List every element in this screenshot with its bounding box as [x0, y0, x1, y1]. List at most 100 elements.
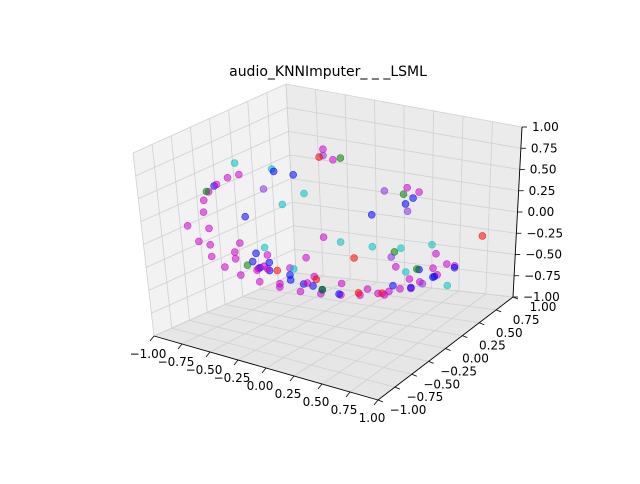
x-tick-label: −0.75 — [158, 355, 195, 369]
data-point-cyan — [289, 265, 298, 273]
data-point-magenta — [231, 248, 239, 256]
y-tick-mark — [445, 348, 451, 351]
x-tick-label: −0.25 — [214, 371, 251, 385]
y-tick-label: −0.25 — [440, 364, 477, 378]
data-point-purple — [259, 185, 268, 193]
x-tick-mark — [177, 343, 183, 350]
data-point-magenta — [405, 275, 414, 283]
data-point-cyan — [443, 281, 452, 290]
data-point-blue — [429, 273, 437, 282]
chart-title: audio_KNNImputer_ _ _LSML — [229, 64, 427, 80]
data-point-cyan — [397, 244, 405, 252]
data-point-magenta — [231, 254, 240, 263]
z-tick-label: 0.00 — [528, 205, 555, 219]
data-point-magenta — [183, 222, 192, 230]
data-point-blue — [248, 257, 257, 266]
data-point-cyan — [368, 242, 377, 251]
data-point-magenta — [319, 233, 328, 241]
grid-line-z — [138, 130, 520, 200]
data-point-blue — [389, 281, 397, 290]
data-point-cyan — [260, 243, 269, 252]
z-tick-label: 1.00 — [532, 120, 559, 134]
grid-line-z — [143, 178, 518, 245]
data-point-magenta — [296, 287, 305, 296]
z-tick-label: 0.75 — [531, 141, 558, 155]
data-point-purple — [380, 187, 389, 195]
data-point-magenta — [403, 183, 412, 192]
data-point-magenta — [329, 156, 337, 164]
x-tick-label: 0.00 — [247, 379, 274, 393]
y-tick-mark — [411, 373, 417, 377]
data-point-green — [202, 187, 211, 196]
data-point-blue — [286, 276, 295, 284]
z-tick-label: −1.00 — [523, 290, 560, 304]
data-point-magenta — [432, 249, 440, 258]
data-point-cyan — [401, 268, 410, 276]
z-tick-label: −0.50 — [525, 248, 562, 262]
grid-line-z — [148, 225, 516, 291]
data-point-magenta — [363, 285, 372, 293]
y-tick-mark — [394, 386, 401, 390]
data-point-cyan — [230, 159, 239, 167]
y-tick-label: −0.50 — [423, 377, 460, 391]
grid-line-z — [153, 272, 514, 337]
data-point-magenta — [253, 266, 261, 275]
data-point-red — [312, 275, 321, 284]
data-point-cyan — [336, 238, 345, 246]
data-point-green — [412, 265, 421, 273]
data-point-purple — [403, 207, 412, 216]
data-point-magenta — [255, 277, 264, 286]
data-point-blue — [409, 194, 417, 202]
data-point-magenta — [205, 224, 213, 233]
y-tick-mark — [428, 361, 434, 364]
data-point-red — [478, 232, 487, 240]
data-point-purple — [387, 253, 396, 261]
data-point-cyan — [428, 240, 436, 249]
data-point-red — [354, 289, 363, 297]
data-point-green — [318, 285, 327, 294]
data-point-magenta — [199, 196, 208, 205]
data-point-blue — [407, 283, 415, 292]
data-point-magenta — [199, 208, 208, 216]
data-point-magenta — [442, 260, 451, 268]
x-tick-mark — [317, 383, 323, 390]
data-point-blue — [450, 263, 459, 272]
y-tick-label: 0.25 — [479, 339, 506, 353]
grid-line-z — [135, 107, 521, 177]
data-point-magenta — [429, 264, 437, 273]
data-point-blue — [265, 258, 274, 267]
data-point-blue — [335, 290, 343, 298]
data-point-red — [273, 266, 282, 275]
y-tick-label: −0.75 — [406, 390, 443, 404]
data-point-magenta — [195, 237, 203, 246]
x-tick-label: −0.50 — [186, 363, 223, 377]
x-tick-label: 1.00 — [359, 411, 386, 425]
data-point-magenta — [206, 241, 214, 249]
y-tick-label: 0.75 — [513, 313, 540, 327]
x-tick-mark — [373, 399, 379, 406]
grid-line-z — [151, 248, 515, 314]
x-tick-mark — [289, 375, 295, 382]
data-point-cyan — [278, 200, 287, 209]
data-point-magenta — [263, 251, 272, 259]
x-tick-mark — [205, 351, 211, 358]
data-point-magenta — [391, 262, 400, 271]
data-point-magenta — [207, 252, 216, 261]
x-tick-label: 0.50 — [303, 395, 330, 409]
grid-line-z — [140, 154, 519, 222]
y-tick-label: 1.00 — [530, 300, 557, 314]
z-tick-label: −0.25 — [526, 226, 563, 240]
y-tick-label: −1.00 — [390, 403, 427, 417]
data-point-red — [350, 254, 358, 262]
x-tick-mark — [345, 391, 351, 398]
data-point-blue — [401, 200, 410, 208]
data-point-magenta — [223, 174, 232, 182]
y-tick-label: 0.50 — [496, 326, 523, 340]
y-tick-mark — [462, 335, 468, 338]
data-point-blue — [269, 167, 278, 176]
x-tick-mark — [233, 359, 239, 366]
data-point-magenta — [415, 188, 423, 196]
data-point-magenta — [221, 263, 229, 271]
grid-line-z — [132, 83, 523, 154]
